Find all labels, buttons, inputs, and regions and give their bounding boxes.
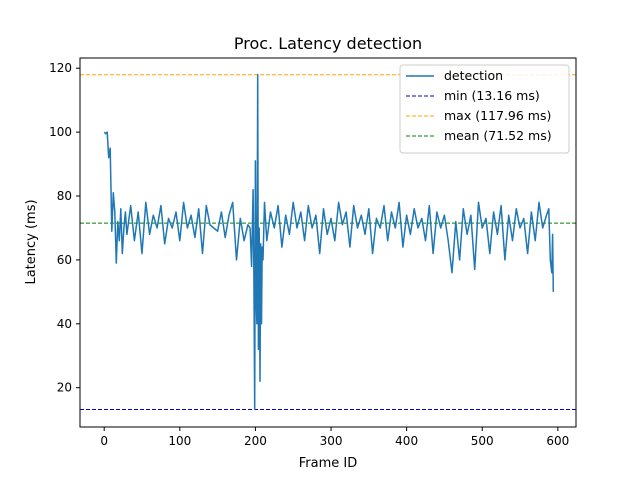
x-tick-label: 200 bbox=[244, 434, 267, 448]
y-axis: 20 40 60 80 100 120 bbox=[49, 61, 80, 395]
y-axis-label: Latency (ms) bbox=[24, 199, 39, 284]
series-line-detection bbox=[103, 73, 555, 411]
legend-box bbox=[399, 64, 570, 154]
y-tick-label: 20 bbox=[57, 381, 72, 395]
legend-label: mean (71.52 ms) bbox=[444, 128, 552, 143]
x-tick-label: 400 bbox=[395, 434, 418, 448]
plot-frame bbox=[79, 57, 577, 428]
plot-area bbox=[80, 73, 576, 411]
y-tick-label: 120 bbox=[49, 61, 72, 75]
legend-label: detection bbox=[444, 68, 503, 83]
x-tick-label: 0 bbox=[100, 434, 108, 448]
legend-label: min (13.16 ms) bbox=[444, 88, 540, 103]
chart-title: Proc. Latency detection bbox=[234, 34, 422, 53]
legend: detection min (13.16 ms) max (117.96 ms) me… bbox=[399, 64, 570, 154]
x-axis: 0 100 200 300 400 500 600 bbox=[100, 427, 569, 448]
y-tick-label: 60 bbox=[57, 253, 72, 267]
x-tick-label: 500 bbox=[471, 434, 494, 448]
x-tick-label: 100 bbox=[168, 434, 191, 448]
y-tick-label: 100 bbox=[49, 125, 72, 139]
y-tick-label: 80 bbox=[57, 189, 72, 203]
x-tick-label: 600 bbox=[546, 434, 569, 448]
y-tick-label: 40 bbox=[57, 317, 72, 331]
legend-label: max (117.96 ms) bbox=[444, 108, 551, 123]
x-axis-label: Frame ID bbox=[299, 456, 357, 471]
x-tick-label: 300 bbox=[320, 434, 343, 448]
